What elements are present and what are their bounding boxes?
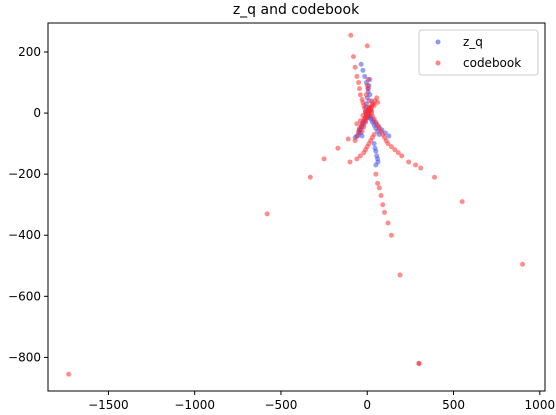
y-tick-label: −200	[8, 167, 41, 181]
data-point	[432, 174, 438, 180]
data-point	[376, 185, 382, 191]
data-point	[382, 209, 388, 215]
y-tick-label: −400	[8, 228, 41, 242]
data-point	[371, 102, 377, 108]
data-point	[350, 54, 356, 60]
data-point	[362, 73, 368, 79]
data-point	[373, 162, 379, 168]
data-point	[418, 165, 424, 171]
data-point	[66, 371, 72, 377]
data-point	[371, 141, 377, 147]
data-point	[354, 73, 360, 79]
data-point	[360, 67, 366, 73]
data-point	[357, 118, 363, 124]
data-point	[354, 156, 360, 162]
data-point	[352, 138, 358, 144]
data-point	[380, 202, 386, 208]
data-point	[358, 61, 364, 67]
y-tick-label: −800	[8, 350, 41, 364]
data-point	[357, 153, 363, 159]
legend-label-z-q: z_q	[463, 35, 483, 49]
data-point	[520, 261, 526, 267]
data-point	[395, 150, 401, 156]
x-tick-label: 1000	[525, 398, 556, 412]
data-point	[373, 148, 379, 154]
data-point	[416, 361, 422, 367]
data-point	[375, 180, 381, 186]
data-point	[348, 32, 354, 38]
x-axis: −1500 −1000 −500 0 500 1000	[88, 391, 555, 412]
data-point	[369, 108, 375, 114]
y-axis: −800 −600 −400 −200 0 200	[8, 45, 48, 364]
chart-title: z_q and codebook	[233, 2, 360, 18]
x-tick-label: 500	[442, 398, 465, 412]
data-point	[356, 80, 362, 86]
x-tick-label: −1000	[174, 398, 215, 412]
data-point	[364, 43, 370, 49]
x-tick-label: −500	[264, 398, 297, 412]
plot-area	[48, 23, 545, 391]
data-point	[354, 121, 360, 127]
data-point	[356, 86, 362, 92]
data-point	[386, 133, 392, 139]
data-point	[335, 145, 341, 151]
data-point	[361, 124, 367, 130]
x-tick-label: −1500	[88, 398, 129, 412]
data-point	[374, 95, 380, 101]
legend-box	[418, 29, 539, 76]
data-point	[375, 99, 381, 105]
data-point	[371, 131, 377, 137]
y-tick-label: −600	[8, 289, 41, 303]
data-point	[378, 193, 384, 199]
data-point	[364, 83, 370, 89]
data-point	[345, 136, 351, 142]
series-codebook	[66, 32, 526, 377]
data-point	[363, 92, 369, 98]
data-point	[264, 211, 270, 217]
data-point	[373, 171, 379, 177]
data-point	[397, 272, 403, 278]
data-point	[307, 174, 313, 180]
y-tick-label: 0	[33, 106, 41, 120]
data-point	[365, 76, 371, 82]
y-tick-label: 200	[18, 45, 41, 59]
legend: z_q codebook	[418, 29, 539, 76]
legend-label-codebook: codebook	[463, 56, 521, 70]
data-point	[406, 159, 412, 165]
data-point	[321, 156, 327, 162]
data-point	[366, 98, 372, 104]
data-point	[360, 113, 366, 119]
data-point	[388, 232, 394, 238]
data-point	[352, 64, 358, 70]
legend-marker-codebook	[435, 60, 441, 66]
data-points	[66, 32, 526, 377]
data-point	[413, 162, 419, 168]
x-tick-label: 0	[363, 398, 371, 412]
data-point	[359, 128, 365, 134]
data-point	[399, 153, 405, 159]
data-point	[357, 92, 363, 98]
plot-frame	[47, 22, 546, 392]
data-point	[385, 141, 391, 147]
data-point	[359, 133, 365, 139]
data-point	[347, 159, 353, 165]
data-point	[459, 199, 465, 205]
data-point	[388, 144, 394, 150]
data-point	[355, 133, 361, 139]
legend-marker-z-q	[435, 39, 441, 45]
data-point	[385, 220, 391, 226]
data-point	[392, 147, 398, 153]
